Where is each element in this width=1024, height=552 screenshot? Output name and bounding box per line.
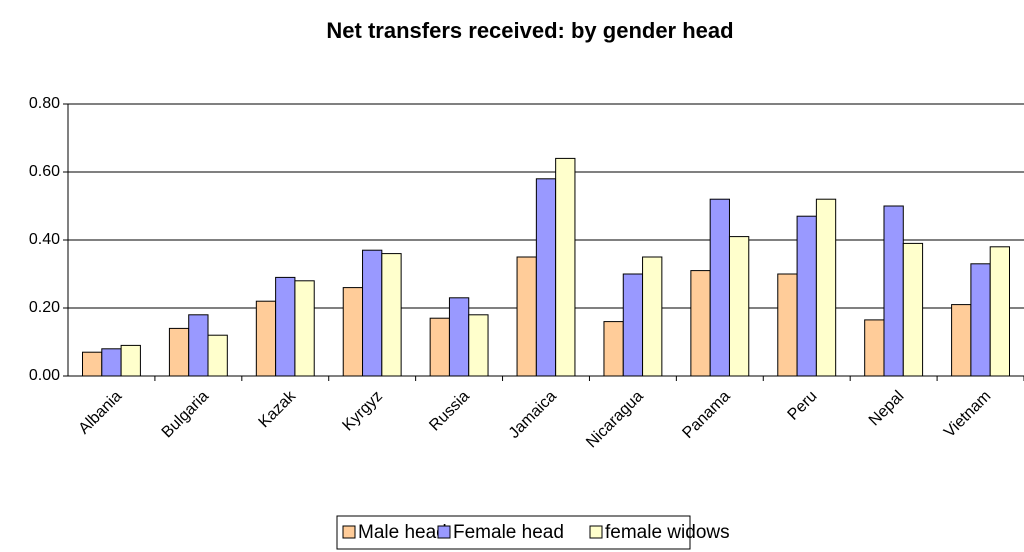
bar <box>294 280 315 377</box>
bar <box>82 351 103 377</box>
bar <box>815 198 837 377</box>
bar <box>970 263 991 377</box>
x-tick-label: Panama <box>679 388 733 442</box>
x-tick-label: Russia <box>426 388 473 435</box>
bar <box>255 300 277 377</box>
bar <box>275 276 296 377</box>
x-tick-label: Peru <box>785 388 821 424</box>
bar <box>207 334 228 377</box>
y-tick-label: 0.80 <box>29 95 60 112</box>
legend-swatch <box>437 525 451 539</box>
y-tick-label: 0.00 <box>29 367 60 384</box>
bar <box>902 242 924 377</box>
bar <box>951 304 972 377</box>
bar <box>777 273 798 377</box>
x-tick-label: Bulgaria <box>159 388 213 442</box>
y-tick-label: 0.40 <box>29 231 60 248</box>
x-tick-label: Vietnam <box>941 388 994 441</box>
bar <box>168 327 190 377</box>
x-tick-label: Kazak <box>256 387 300 431</box>
bar <box>448 297 470 377</box>
legend-swatch <box>342 525 356 539</box>
x-tick-label: Albania <box>76 388 126 438</box>
bar <box>342 287 364 377</box>
y-tick-label: 0.20 <box>29 299 60 316</box>
x-tick-label: Jamaica <box>506 388 560 442</box>
bar <box>883 205 904 377</box>
bar <box>101 348 122 377</box>
bar <box>555 157 576 377</box>
bar <box>989 246 1010 377</box>
bar <box>690 270 711 377</box>
bar <box>642 256 663 377</box>
y-tick-label: 0.60 <box>29 163 60 180</box>
legend-swatch <box>589 525 603 539</box>
legend-box <box>336 515 691 550</box>
bar <box>603 321 624 377</box>
legend-label: female widows <box>605 522 730 543</box>
bar <box>864 319 885 377</box>
bar <box>709 198 730 377</box>
bar <box>796 215 817 377</box>
bar <box>381 253 402 377</box>
x-tick-label: Nicaragua <box>583 388 647 452</box>
bar <box>516 256 537 377</box>
bar <box>429 317 450 377</box>
legend-label: Male head <box>358 522 447 543</box>
legend-label: Female head <box>453 522 564 543</box>
bar <box>120 344 141 377</box>
bar <box>728 236 750 377</box>
chart-title: Net transfers received: by gender head <box>326 18 733 43</box>
x-tick-label: Nepal <box>866 388 908 430</box>
bar <box>362 249 383 377</box>
bar <box>535 178 557 377</box>
bar <box>188 314 209 377</box>
bar <box>622 273 644 377</box>
x-tick-label: Kyrgyz <box>339 388 386 435</box>
bar <box>468 314 489 377</box>
